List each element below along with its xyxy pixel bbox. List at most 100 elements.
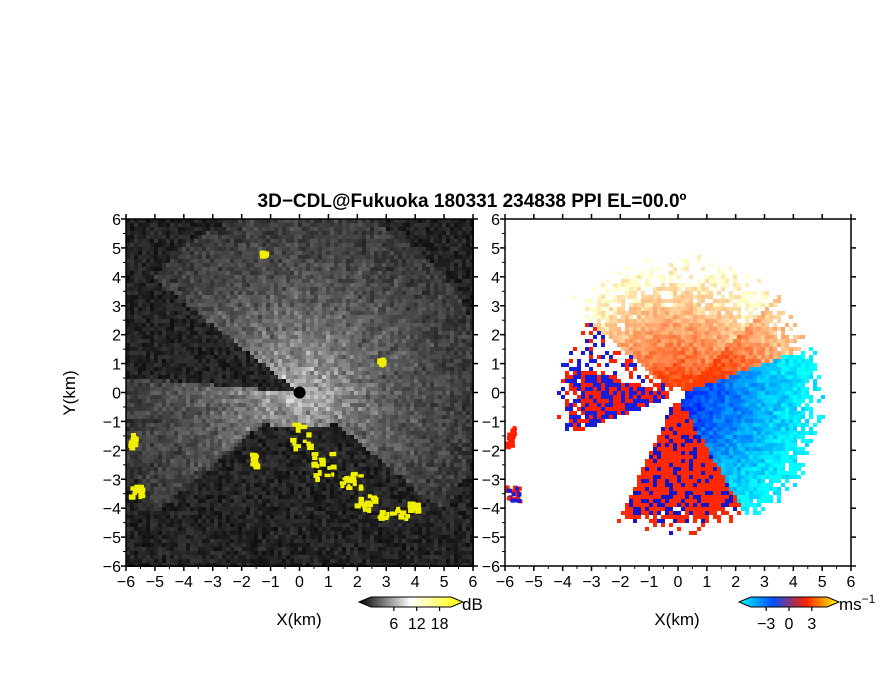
velocity-x-ticks: −6 −5 −4 −3 −2 −1 0 1 2 3 4 5 6 xyxy=(496,214,856,591)
x-tick-label: 0 xyxy=(674,574,683,591)
colorbar-unit: dB xyxy=(462,595,483,614)
x-tick-label: 6 xyxy=(469,574,478,591)
colorbar-tick-label: 3 xyxy=(807,616,816,633)
y-tick-label: 5 xyxy=(112,241,121,258)
x-tick-label: 6 xyxy=(847,574,856,591)
high-intensity-cell xyxy=(404,518,409,522)
y-tick-label: 0 xyxy=(491,386,500,403)
high-intensity-cell xyxy=(396,506,401,511)
y-tick-label: −6 xyxy=(482,559,500,576)
high-intensity-cell xyxy=(315,476,320,483)
high-intensity-cell xyxy=(358,484,363,490)
velocity-plot-area xyxy=(505,219,851,566)
high-intensity-cell xyxy=(414,503,418,509)
high-intensity-cell xyxy=(307,443,314,450)
y-tick-label: 4 xyxy=(491,270,500,287)
y-tick-label: −4 xyxy=(482,501,500,518)
high-intensity-cell xyxy=(302,425,308,429)
y-tick-label: 2 xyxy=(112,328,121,345)
x-tick-label: 1 xyxy=(702,574,711,591)
high-intensity-cell xyxy=(135,485,140,492)
high-intensity-cell xyxy=(290,437,297,442)
intensity-colorbar: 6 12 18 dB xyxy=(357,595,483,633)
y-tick-label: 5 xyxy=(491,241,500,258)
high-intensity-cell xyxy=(312,456,318,461)
high-intensity-cell xyxy=(339,481,347,485)
high-intensity-cell xyxy=(386,511,390,519)
intensity-x-ticks: −6 −5 −4 −3 −2 −1 0 1 2 3 4 5 6 xyxy=(117,214,478,591)
high-intensity-cell xyxy=(318,457,326,462)
high-intensity-cell xyxy=(293,445,299,452)
x-tick-label: 4 xyxy=(789,574,798,591)
high-intensity-cell xyxy=(292,422,298,427)
intensity-x-axis-label: X(km) xyxy=(276,610,321,629)
high-intensity-cell xyxy=(292,441,297,446)
x-tick-label: −5 xyxy=(525,574,543,591)
high-intensity-cell xyxy=(362,508,368,512)
high-intensity-cell xyxy=(330,464,337,470)
y-tick-label: 4 xyxy=(112,270,121,287)
x-tick-label: 2 xyxy=(353,574,362,591)
high-intensity-cell xyxy=(392,511,398,516)
high-intensity-cell xyxy=(412,501,416,509)
high-intensity-cell xyxy=(413,506,420,511)
y-tick-label: 3 xyxy=(112,299,121,316)
high-intensity-cell xyxy=(128,443,133,448)
high-intensity-cell xyxy=(411,507,415,514)
y-tick-label: 6 xyxy=(112,212,121,229)
intensity-y-axis-label: Y(km) xyxy=(60,370,79,415)
high-intensity-cell xyxy=(408,507,413,513)
high-intensity-cell xyxy=(364,503,372,508)
high-intensity-cell xyxy=(296,422,301,429)
high-intensity-cell xyxy=(380,360,385,368)
intensity-raster xyxy=(126,219,474,567)
high-intensity-cell xyxy=(346,486,353,491)
high-intensity-cell xyxy=(358,474,364,478)
velocity-panel: −6 −5 −4 −3 −2 −1 0 1 2 3 4 5 6 6 5 4 3 2 1 0 −1 −2 −3 −4 −5−6 … xyxy=(482,212,876,633)
high-intensity-cell xyxy=(311,452,319,456)
velocity-y-ticks: 6 5 4 3 2 1 0 −1 −2 −3 −4 −5 −6 xyxy=(482,212,856,576)
y-tick-label: −2 xyxy=(482,443,500,460)
high-intensity-cell xyxy=(405,514,411,519)
x-tick-label: −6 xyxy=(496,574,514,591)
y-tick-label: −5 xyxy=(103,530,121,547)
x-tick-label: −3 xyxy=(204,574,222,591)
high-intensity-cell xyxy=(253,454,260,459)
y-tick-label: 1 xyxy=(112,357,121,374)
y-tick-label: −3 xyxy=(103,472,121,489)
velocity-x-axis-label: X(km) xyxy=(654,610,699,629)
y-tick-label: 2 xyxy=(491,328,500,345)
high-intensity-cell xyxy=(398,514,405,520)
high-intensity-cell xyxy=(367,494,372,499)
high-intensity-cell xyxy=(132,433,136,438)
high-intensity-cell xyxy=(342,477,350,481)
high-intensity-cell xyxy=(354,503,361,509)
x-tick-label: 0 xyxy=(295,574,304,591)
y-tick-label: −4 xyxy=(103,501,121,518)
y-tick-label: 6 xyxy=(491,212,500,229)
high-intensity-cell xyxy=(358,501,365,507)
x-tick-label: 3 xyxy=(760,574,769,591)
x-tick-label: −4 xyxy=(554,574,572,591)
high-intensity-cell xyxy=(132,491,138,496)
x-tick-label: −1 xyxy=(261,574,279,591)
high-intensity-cell xyxy=(399,510,407,516)
high-intensity-cell xyxy=(140,493,145,498)
high-intensity-cell xyxy=(302,439,307,443)
velocity-raster xyxy=(505,251,825,535)
colorbar-unit: ms−1 xyxy=(839,592,876,614)
figure-title: 3D−CDL@Fukuoka 180331 234838 PPI EL=00.0… xyxy=(258,191,687,212)
x-tick-label: −1 xyxy=(640,574,658,591)
y-tick-label: −3 xyxy=(482,472,500,489)
high-intensity-cell xyxy=(350,471,358,477)
y-tick-label: −1 xyxy=(482,414,500,431)
high-intensity-cell xyxy=(128,494,136,500)
x-tick-label: −2 xyxy=(233,574,251,591)
intensity-y-ticks: 6 5 4 3 2 1 0 −1 −2 −3 −4 −5 −6 xyxy=(103,212,478,576)
high-intensity-cell xyxy=(383,515,389,521)
y-tick-label: 0 xyxy=(112,386,121,403)
high-intensity-cell xyxy=(319,459,326,467)
high-intensity-cell xyxy=(327,466,331,470)
colorbar-tick-label: 6 xyxy=(389,616,398,633)
